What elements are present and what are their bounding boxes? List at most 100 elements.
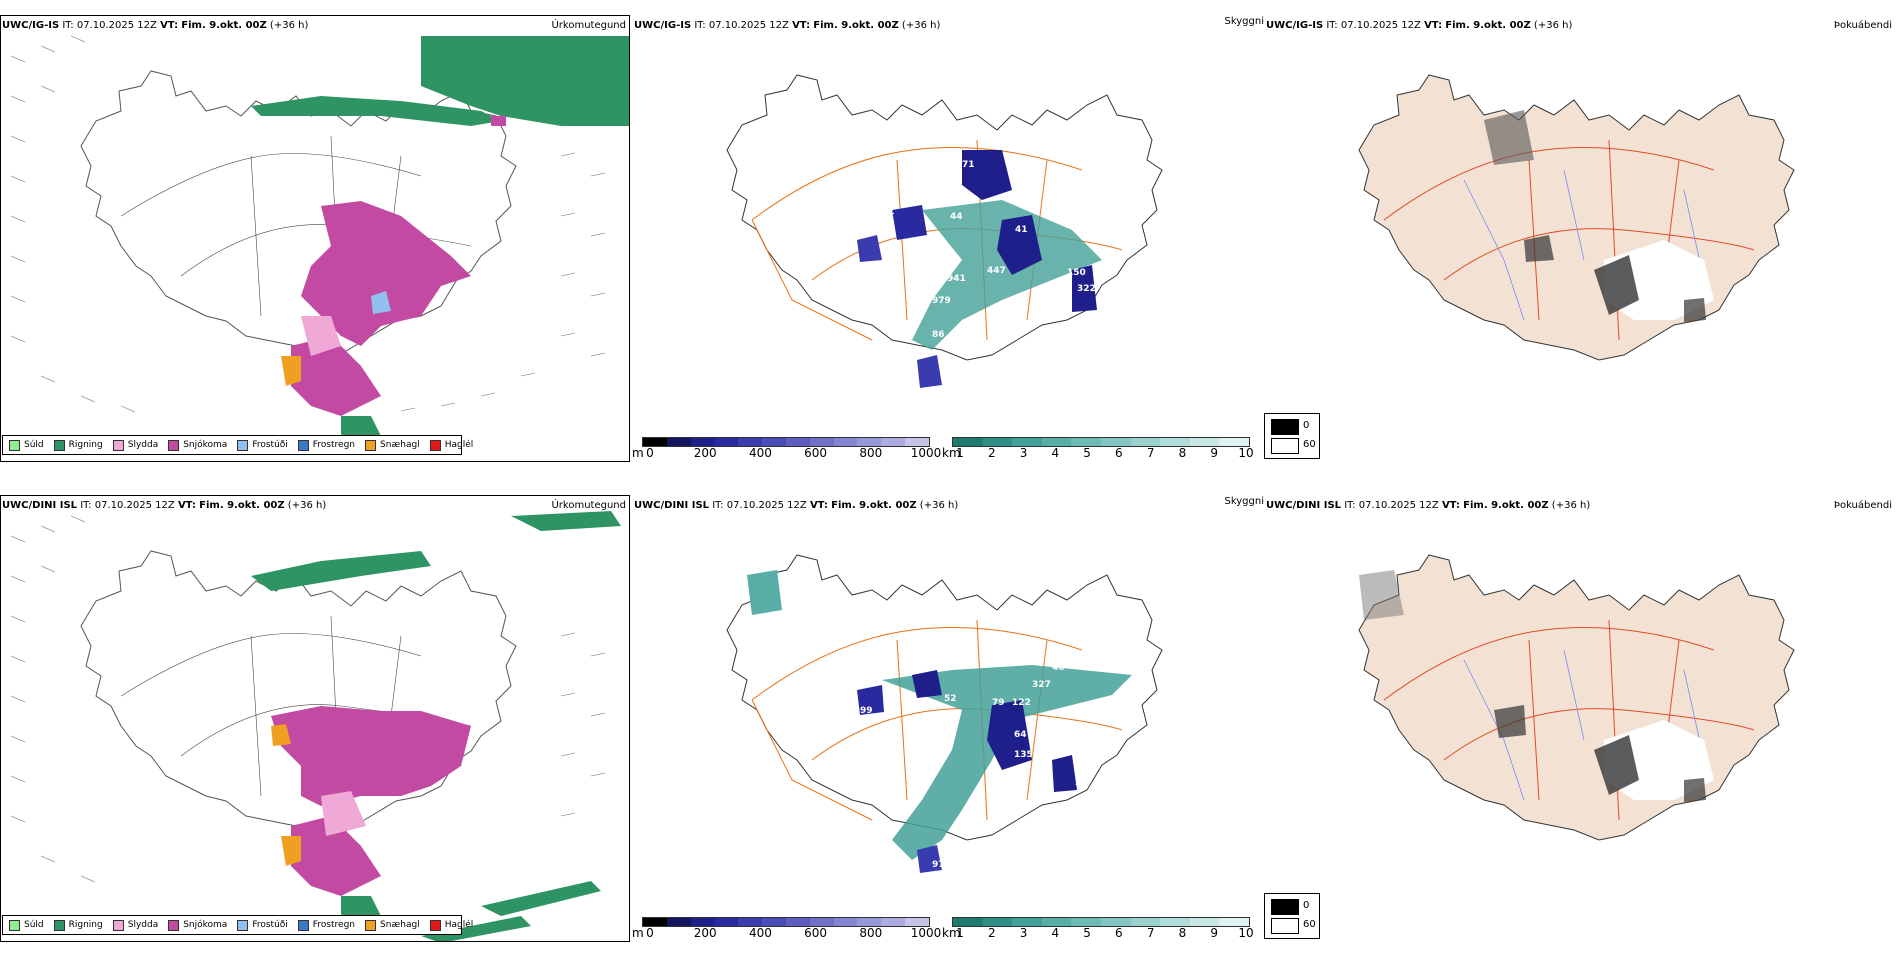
cloud-value-label: 150 (1067, 268, 1086, 278)
colorbar-cell (1189, 438, 1220, 446)
colorbar-tick-label: 6 (1115, 926, 1123, 940)
swatch (429, 919, 441, 931)
precip-map (10, 511, 621, 941)
vt-value: Fim. 9.okt. 00Z (1463, 500, 1549, 511)
roads (1383, 619, 1755, 821)
swatch (297, 439, 309, 451)
visibility-map (726, 74, 1163, 388)
colorbar-cell (643, 438, 667, 446)
colorbar-cell (785, 918, 810, 926)
cloud-value-label: 79 (992, 698, 1005, 708)
colorbar-tick-label: 1000 (910, 446, 942, 460)
panel-header: UWC/IG-IS IT: 07.10.2025 12Z VT: Fim. 9.… (1266, 20, 1572, 31)
colorbar-cell (809, 918, 834, 926)
vt-value: Fim. 9.okt. 00Z (1445, 20, 1531, 31)
colorbar-cell (643, 918, 667, 926)
colorbar-cell (953, 438, 983, 446)
colorbar-unit: km (942, 446, 961, 460)
precip-type-panel: UWC/IG-IS IT: 07.10.2025 12Z VT: Fim. 9.… (0, 0, 632, 470)
roads (120, 615, 472, 817)
colorbar-cell (905, 438, 929, 446)
legend-item-rain: Rigning (53, 919, 103, 931)
fog-legend-label-0: 0 (1303, 900, 1310, 911)
colorbar-cell (1041, 438, 1072, 446)
lead-time: (+36 h) (269, 20, 309, 31)
colorbar-tick-label: 1 (956, 446, 964, 460)
cloud-value-label: 135 (1014, 750, 1033, 760)
colorbar-cell (666, 918, 691, 926)
colorbar-tick-label: 200 (693, 926, 717, 940)
vt-label: VT: (1441, 500, 1460, 511)
colorbar-cell (1130, 438, 1161, 446)
colorbar-tick-label: 800 (859, 446, 883, 460)
colorbar-cell (1219, 918, 1249, 926)
vt-value: Fim. 9.okt. 00Z (813, 20, 899, 31)
legend-item-drizzle: Súld (9, 439, 44, 451)
cloudbase-colorbar: m 0 200 400 600 800 1000 (632, 437, 941, 460)
cloud-value-label: 71 (962, 160, 975, 170)
fog-legend-label-0: 0 (1303, 420, 1310, 431)
legend-item-graupel: Snæhagl (365, 919, 420, 931)
fog-panel: UWC/IG-IS IT: 07.10.2025 12Z VT: Fim. 9.… (1264, 0, 1900, 470)
colorbar-cell (1071, 918, 1101, 926)
panel-header: UWC/IG-IS IT: 07.10.2025 12Z VT: Fim. 9.… (2, 20, 308, 31)
legend-item-sleet: Slydda (112, 439, 158, 451)
panel-title: Þokuábendi (1833, 500, 1892, 511)
lead-time: (+36 h) (287, 500, 327, 511)
precip-map-frame (0, 495, 630, 942)
visibility-panel: UWC/DINI ISL IT: 07.10.2025 12Z VT: Fim.… (632, 480, 1264, 950)
panel-header: UWC/DINI ISL IT: 07.10.2025 12Z VT: Fim.… (2, 500, 326, 511)
colorbar-cell (982, 918, 1013, 926)
panel-title: Þokuábendi (1833, 20, 1892, 31)
colorbar-cell (1100, 438, 1131, 446)
panel-title: Skyggni (1224, 16, 1264, 27)
colorbar-cell (857, 438, 882, 446)
colorbar-cell (881, 438, 906, 446)
cloud-value-label: 557 (1017, 198, 1036, 208)
colorbar-cell (1130, 918, 1161, 926)
swatch (53, 439, 65, 451)
cloud-value-label: 98 (857, 225, 870, 235)
colorbar-cell (738, 438, 763, 446)
it-value: 07.10.2025 12Z (1340, 20, 1421, 31)
legend-item-freezing-drizzle: Frostúði (237, 919, 288, 931)
colorbar-cell (1041, 918, 1072, 926)
cloud-value-label: 86 (932, 330, 945, 340)
colorbar-strip (952, 437, 1250, 447)
cloudbase-colorbar: m 0 200 400 600 800 1000 (632, 917, 941, 940)
panel-header: UWC/DINI ISL IT: 07.10.2025 12Z VT: Fim.… (1266, 500, 1590, 511)
colorbar-cell (1100, 918, 1131, 926)
swatch (168, 439, 180, 451)
colorbar-tick-label: 6 (1115, 446, 1123, 460)
colorbar-strip (642, 917, 930, 927)
colorbar-tick-label: 3 (1019, 926, 1028, 940)
cloud-value-label: 46 (1052, 663, 1065, 673)
legend-item-snow: Snjókoma (168, 439, 227, 451)
it-value: 07.10.2025 12Z (1358, 500, 1439, 511)
cloud-value-label: 68 (1067, 184, 1080, 194)
precip-map-frame (0, 15, 630, 462)
colorbar-strip (642, 437, 930, 447)
cloud-value-label: 941 (947, 274, 966, 284)
it-label: IT: (80, 500, 92, 511)
legend-item-graupel: Snæhagl (365, 439, 420, 451)
it-label: IT: (694, 20, 706, 31)
vt-value: Fim. 9.okt. 00Z (831, 500, 917, 511)
legend-item-freezing-rain: Frostregn (297, 919, 355, 931)
colorbar-unit: km (942, 926, 961, 940)
colorbar-cell (666, 438, 691, 446)
fog-legend-label-60: 60 (1303, 919, 1316, 930)
forecast-row-dini-isl: UWC/DINI ISL IT: 07.10.2025 12Z VT: Fim.… (0, 480, 1900, 955)
it-label: IT: (62, 20, 74, 31)
colorbar-tick-label: 0 (646, 446, 654, 460)
colorbar-tick-label: 5 (1083, 926, 1091, 940)
colorbar-tick-label: 8 (1178, 926, 1187, 940)
colorbar-tick-label: 3 (1019, 446, 1028, 460)
colorbar-cell (857, 918, 882, 926)
cloud-value-label: 70 (894, 692, 907, 702)
cloud-value-label: 52 (944, 694, 957, 704)
model-name: UWC/DINI ISL (2, 500, 78, 511)
panel-header: UWC/DINI ISL IT: 07.10.2025 12Z VT: Fim.… (634, 500, 958, 511)
precip-legend: Súld Rigning Slydda Snjókoma Frostúði Fr… (2, 435, 473, 455)
colorbar-cell (1071, 438, 1101, 446)
